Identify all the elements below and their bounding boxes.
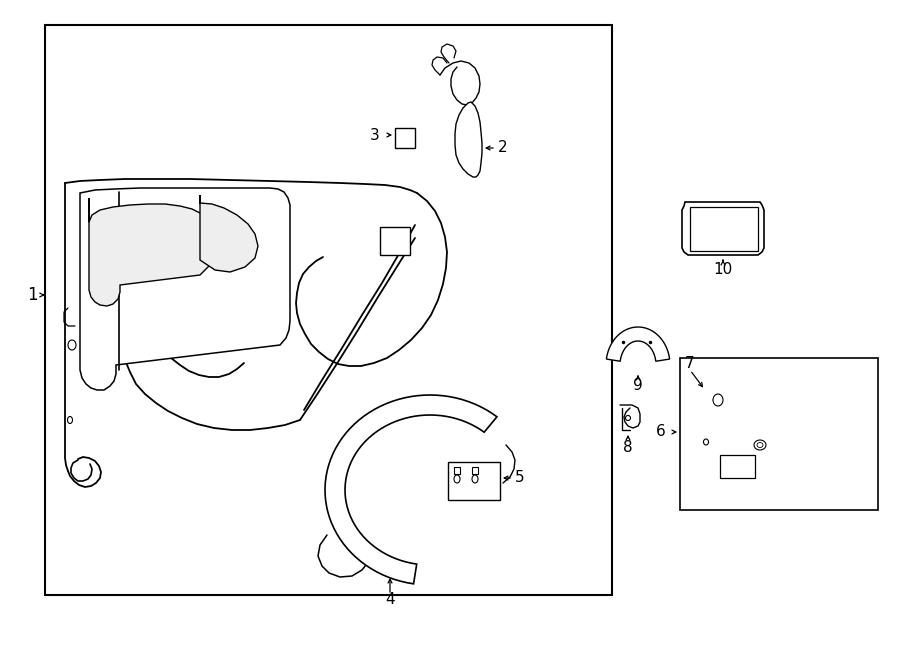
Polygon shape xyxy=(45,25,612,595)
Text: 6: 6 xyxy=(656,424,666,440)
Ellipse shape xyxy=(704,439,708,445)
Polygon shape xyxy=(682,202,764,255)
Polygon shape xyxy=(472,467,478,474)
Text: 8: 8 xyxy=(623,440,633,455)
Ellipse shape xyxy=(68,416,73,424)
Polygon shape xyxy=(395,128,415,148)
Text: 9: 9 xyxy=(633,377,643,393)
Polygon shape xyxy=(89,198,217,306)
Polygon shape xyxy=(380,227,410,255)
Polygon shape xyxy=(680,358,878,510)
Polygon shape xyxy=(200,195,258,272)
Ellipse shape xyxy=(626,416,631,420)
Text: 3: 3 xyxy=(370,128,380,143)
Ellipse shape xyxy=(713,394,723,406)
Polygon shape xyxy=(454,467,460,474)
Text: 1: 1 xyxy=(27,286,37,304)
Ellipse shape xyxy=(754,440,766,450)
Text: 10: 10 xyxy=(714,262,733,278)
Ellipse shape xyxy=(68,340,76,350)
Ellipse shape xyxy=(472,475,478,483)
Text: 2: 2 xyxy=(498,141,508,155)
Polygon shape xyxy=(448,462,500,500)
Ellipse shape xyxy=(757,442,763,447)
Polygon shape xyxy=(607,327,670,362)
Polygon shape xyxy=(455,102,482,177)
Polygon shape xyxy=(80,188,290,390)
Text: 7: 7 xyxy=(685,356,695,371)
Polygon shape xyxy=(720,455,755,478)
Polygon shape xyxy=(325,395,497,584)
Text: 4: 4 xyxy=(385,592,395,607)
Ellipse shape xyxy=(454,475,460,483)
Text: 5: 5 xyxy=(515,471,525,485)
